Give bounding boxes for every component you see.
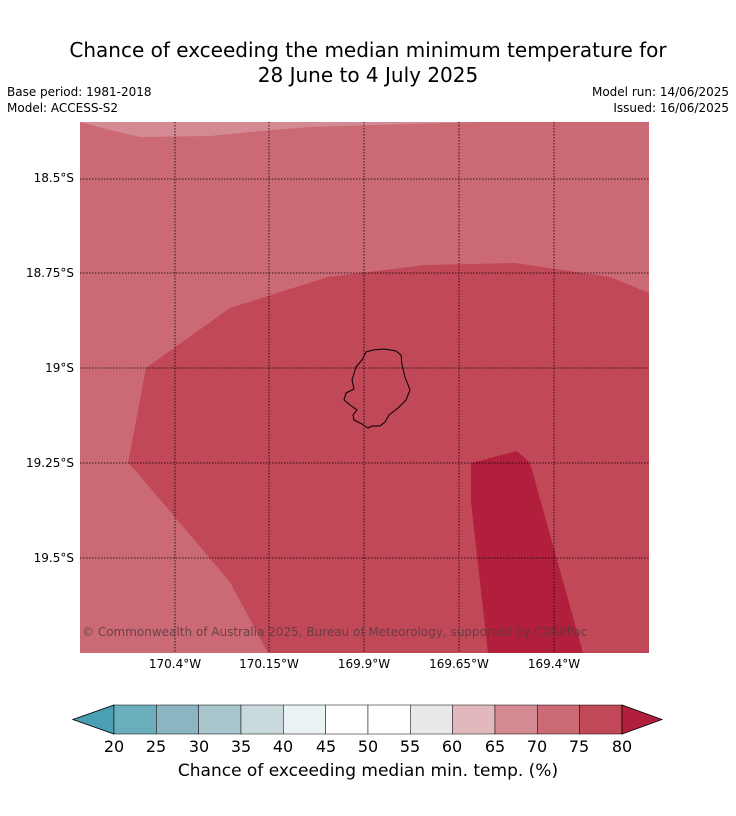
colorbar-cell xyxy=(156,704,199,735)
model-run-text: Model run: 14/06/2025 xyxy=(591,85,729,99)
colorbar-tick: 60 xyxy=(441,737,463,756)
title-line-1: Chance of exceeding the median minimum t… xyxy=(69,38,667,62)
copyright-notice: © Commonwealth of Australia 2025, Bureau… xyxy=(82,625,588,639)
colorbar-cell xyxy=(198,704,242,735)
colorbar-cell xyxy=(579,704,623,735)
lon-label: 170.15°W xyxy=(239,657,299,671)
colorbar-cell xyxy=(240,704,284,735)
meta-left: Base period: 1981-2018 Model: ACCESS-S2 xyxy=(7,84,152,116)
colorbar-tick: 40 xyxy=(272,737,294,756)
colorbar-tick: 20 xyxy=(103,737,125,756)
lon-label: 169.4°W xyxy=(527,657,581,671)
band-65-70 xyxy=(80,122,480,137)
colorbar-tick: 70 xyxy=(526,737,548,756)
graticule xyxy=(80,122,649,653)
colorbar-tick: 80 xyxy=(611,737,633,756)
colorbar-tick: 25 xyxy=(145,737,167,756)
colorbar-cell xyxy=(325,704,369,735)
colorbar-tick: 35 xyxy=(230,737,252,756)
title-line-2: 28 June to 4 July 2025 xyxy=(257,63,479,87)
issued-text: Issued: 16/06/2025 xyxy=(613,101,729,115)
colorbar-tick: 45 xyxy=(315,737,337,756)
colorbar-tick: 30 xyxy=(188,737,210,756)
colorbar-cell xyxy=(494,704,538,735)
lat-label: 19.5°S xyxy=(33,551,74,565)
colorbar-cell xyxy=(452,704,496,735)
lon-label: 169.9°W xyxy=(337,657,391,671)
niue-island-coastline xyxy=(343,348,411,429)
map-svg xyxy=(80,122,649,653)
colorbar-extend-low xyxy=(72,704,115,735)
colorbar-cell xyxy=(113,704,157,735)
lat-label: 18.75°S xyxy=(26,266,74,280)
colorbar-cell xyxy=(537,704,580,735)
band-80-plus xyxy=(471,451,583,653)
lon-label: 169.65°W xyxy=(429,657,489,671)
colorbar-cell xyxy=(283,704,326,735)
lon-label: 170.4°W xyxy=(148,657,202,671)
colorbar-tick: 50 xyxy=(357,737,379,756)
meta-right: Model run: 14/06/2025 Issued: 16/06/2025 xyxy=(592,84,729,116)
lat-label: 19°S xyxy=(45,361,74,375)
colorbar-tick: 75 xyxy=(568,737,590,756)
colorbar xyxy=(72,704,664,735)
colorbar-cell xyxy=(367,704,411,735)
map-title: Chance of exceeding the median minimum t… xyxy=(0,38,736,88)
colorbar-cells xyxy=(72,704,664,735)
colorbar-cell xyxy=(410,704,453,735)
base-period-text: Base period: 1981-2018 xyxy=(7,85,152,99)
colorbar-extend-high xyxy=(621,704,664,735)
colorbar-tick: 65 xyxy=(484,737,506,756)
colorbar-tick: 55 xyxy=(399,737,421,756)
model-text: Model: ACCESS-S2 xyxy=(7,101,119,115)
lat-label: 19.25°S xyxy=(26,456,74,470)
map-panel xyxy=(80,122,649,653)
colorbar-label: Chance of exceeding median min. temp. (%… xyxy=(177,761,559,781)
lat-label: 18.5°S xyxy=(33,171,74,185)
